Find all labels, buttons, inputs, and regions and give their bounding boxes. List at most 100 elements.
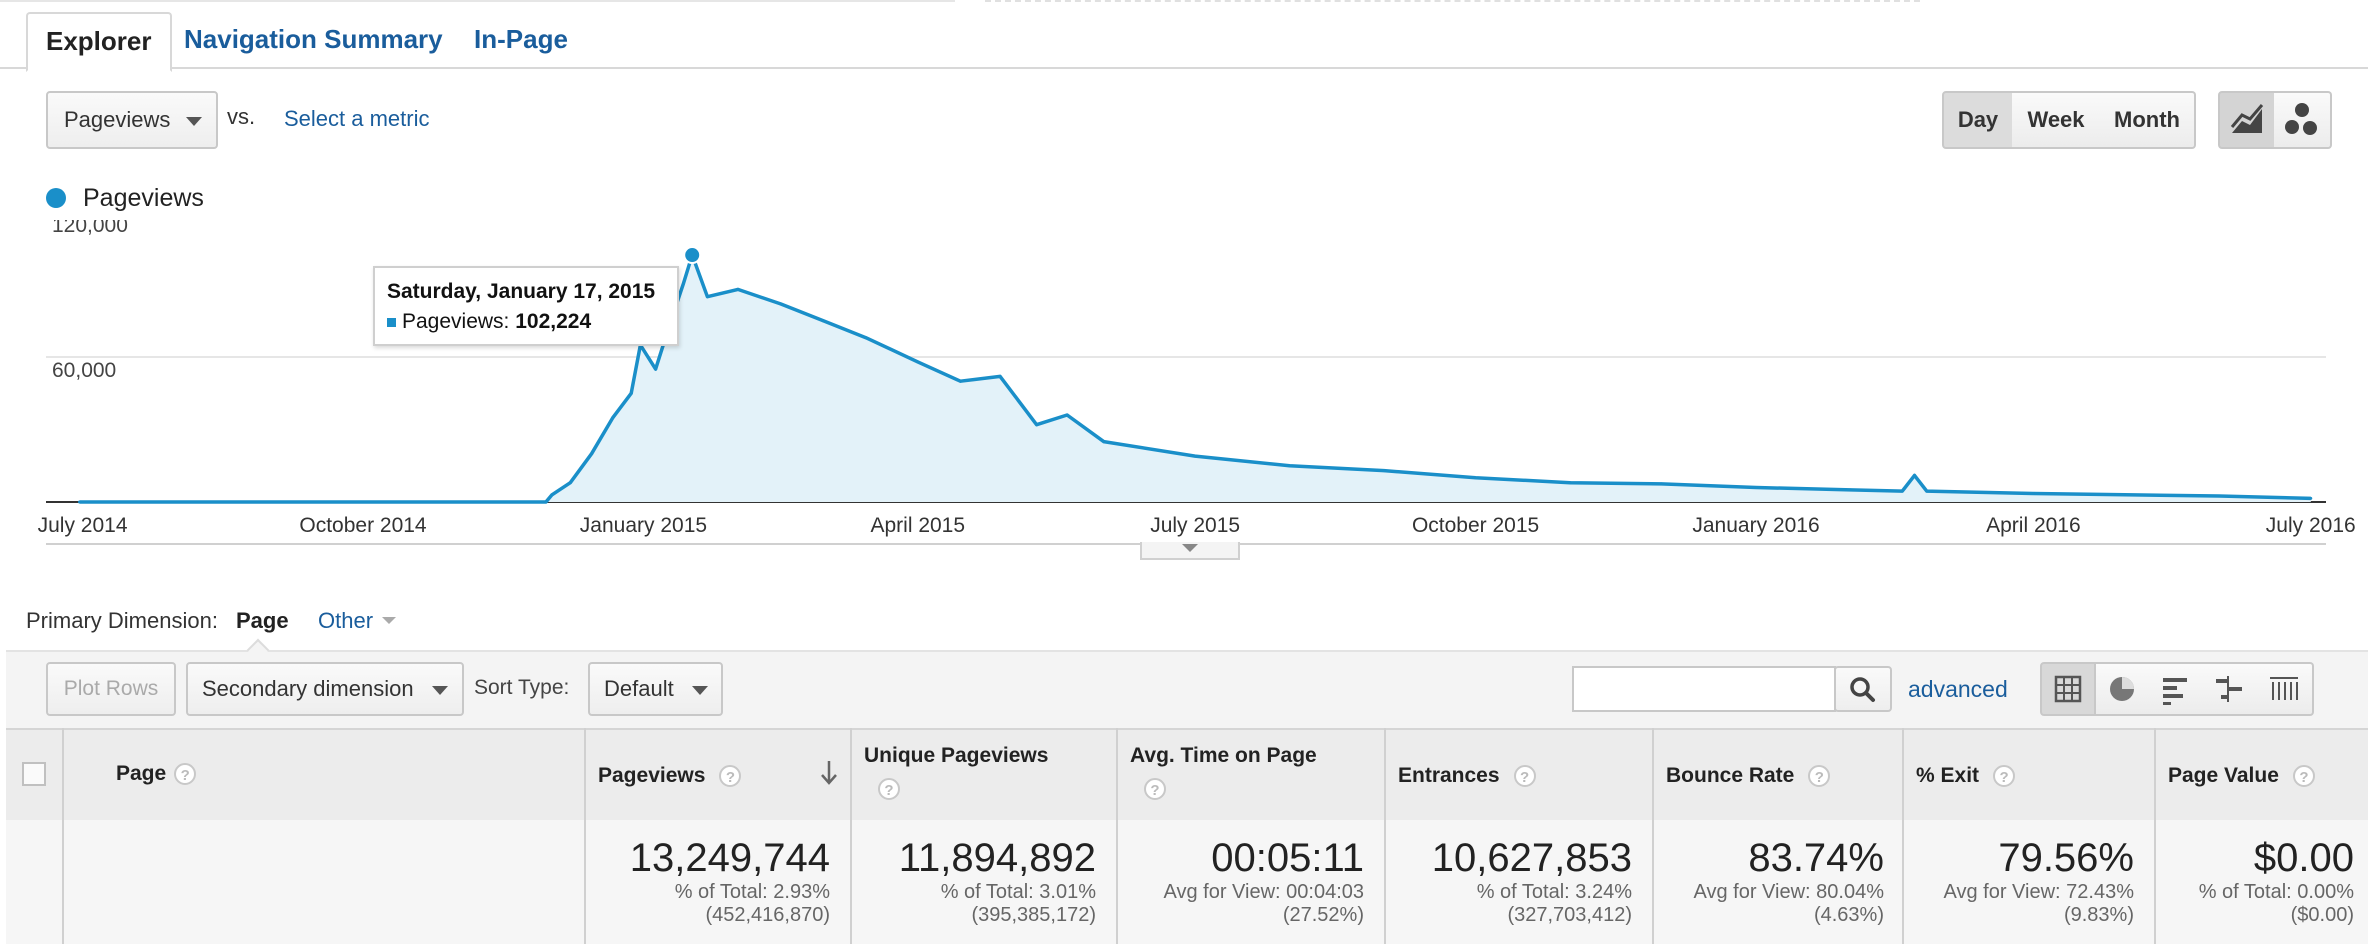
metric-select[interactable]: Pageviews (46, 91, 218, 149)
help-icon[interactable]: ? (174, 763, 197, 786)
primary-dimension-page[interactable]: Page (236, 608, 289, 633)
data-point (568, 481, 572, 485)
data-point (864, 336, 868, 340)
help-icon[interactable]: ? (1513, 765, 1536, 788)
data-point (998, 374, 1002, 378)
total-sub1: % of Total: 0.00% (2198, 881, 2354, 903)
primary-dimension-other[interactable]: Other (318, 608, 396, 634)
column-label: Bounce Rate (1666, 764, 1795, 787)
column-divider (584, 728, 586, 944)
help-icon[interactable]: ? (1993, 765, 2016, 788)
x-tick-label: April 2016 (1986, 514, 2081, 537)
y-tick-label: 60,000 (52, 359, 116, 382)
column-header-exit[interactable]: % Exit? (1916, 764, 2016, 788)
x-tick-label: October 2015 (1412, 514, 1539, 537)
column-label: % Exit (1916, 764, 1980, 787)
data-point (1568, 481, 1572, 485)
table-search-input[interactable] (1572, 666, 1836, 712)
column-header-unique-pageviews[interactable]: Unique Pageviews ? (864, 744, 1048, 800)
performance-view-icon (2163, 678, 2187, 705)
comparison-view-button[interactable] (2204, 662, 2260, 716)
total-sub1: % of Total: 3.24% (1476, 881, 1632, 903)
column-divider (1652, 728, 1654, 944)
motion-chart-button[interactable] (2274, 91, 2332, 149)
total-unique-pageviews: 11,894,892 % of Total: 3.01% (395,385,17… (852, 836, 1096, 927)
help-icon[interactable]: ? (1144, 778, 1166, 800)
total-sub1: Avg for View: 80.04% (1693, 881, 1885, 903)
help-icon[interactable]: ? (2292, 765, 2315, 788)
column-label: Page Value (2168, 764, 2279, 787)
column-divider (1902, 728, 1904, 944)
column-header-page-value[interactable]: Page Value? (2168, 764, 2315, 788)
column-header-pageviews[interactable]: Pageviews? (598, 764, 742, 788)
data-point (1102, 440, 1106, 444)
column-header-page[interactable]: Page? (116, 762, 197, 786)
total-avg-time-on-page: 00:05:11 Avg for View: 00:04:03 (27.52%) (1118, 836, 1364, 927)
tab-explorer[interactable]: Explorer (26, 12, 172, 72)
chart-drawer-handle[interactable] (1140, 542, 1240, 560)
column-header-entrances[interactable]: Entrances? (1398, 764, 1536, 788)
x-tick-label: October 2014 (299, 514, 427, 537)
data-point (654, 367, 658, 371)
table-view-button[interactable] (2040, 662, 2096, 716)
data-point (1035, 423, 1039, 427)
search-button[interactable] (1834, 666, 1892, 712)
secondary-dimension-label: Secondary dimension (202, 676, 414, 701)
total-exit: 79.56% Avg for View: 72.43% (9.83%) (1904, 836, 2135, 927)
select-metric-link[interactable]: Select a metric (284, 106, 430, 131)
pivot-view-button[interactable] (2258, 662, 2314, 716)
tab-navigation-summary[interactable]: Navigation Summary (184, 24, 443, 54)
x-tick-label: April 2015 (870, 514, 965, 537)
data-point (736, 287, 740, 291)
chevron-down-icon (692, 686, 708, 695)
sort-type-select[interactable]: Default (588, 662, 723, 716)
x-tick-label: January 2015 (580, 514, 707, 537)
total-page-value: $0.00 % of Total: 0.00% ($0.00) (2156, 836, 2354, 927)
total-sub1: % of Total: 3.01% (940, 881, 1096, 903)
column-header-bounce-rate[interactable]: Bounce Rate? (1666, 764, 1831, 788)
pageviews-chart[interactable]: 120,000 60,000 July 2014 October 2014 Januar… (0, 220, 2368, 570)
select-all-checkbox[interactable] (22, 762, 46, 786)
month-button[interactable]: Month (2100, 91, 2196, 149)
line-chart-button[interactable] (2218, 91, 2276, 149)
column-divider (62, 728, 64, 944)
column-header-avg-time-on-page[interactable]: Avg. Time on Page ? (1130, 744, 1317, 800)
sort-descending-icon[interactable] (818, 758, 840, 788)
secondary-dimension-select[interactable]: Secondary dimension (186, 662, 464, 716)
data-point (958, 379, 962, 383)
total-sub1: Avg for View: 72.43% (1943, 881, 2135, 903)
data-point (1193, 454, 1197, 458)
highlight-point[interactable] (683, 246, 702, 265)
column-label: Entrances (1398, 764, 1500, 787)
column-divider (850, 728, 852, 944)
x-tick-label: July 2014 (38, 514, 128, 537)
legend-label: Pageviews (83, 184, 204, 212)
total-value: 79.56% (1998, 836, 2134, 880)
performance-view-button[interactable] (2150, 662, 2206, 716)
total-value: 10,627,853 (1431, 836, 1632, 880)
data-point (779, 302, 783, 306)
data-point (1925, 489, 1929, 493)
column-divider (1384, 728, 1386, 944)
tooltip-value: 102,224 (515, 310, 592, 333)
pie-view-button[interactable] (2096, 662, 2152, 716)
sort-type-label: Sort Type: (474, 676, 570, 699)
data-point (2031, 492, 2035, 496)
plot-rows-button[interactable]: Plot Rows (46, 662, 176, 716)
data-point (821, 319, 825, 323)
tab-in-page[interactable]: In-Page (474, 24, 568, 54)
help-icon[interactable]: ? (1808, 765, 1831, 788)
tooltip-date: Saturday, January 17, 2015 (387, 280, 656, 303)
data-point (2123, 493, 2127, 497)
total-value: 00:05:11 (1211, 836, 1364, 880)
help-icon[interactable]: ? (719, 765, 742, 788)
column-label: Pageviews (598, 764, 706, 787)
advanced-link[interactable]: advanced (1908, 676, 2008, 702)
help-icon[interactable]: ? (878, 778, 900, 800)
column-label: Avg. Time on Page (1130, 744, 1317, 767)
data-point (1900, 489, 1904, 493)
data-point (1848, 488, 1852, 492)
week-button[interactable]: Week (2012, 91, 2102, 149)
day-button[interactable]: Day (1942, 91, 2014, 149)
data-point (1065, 413, 1069, 417)
